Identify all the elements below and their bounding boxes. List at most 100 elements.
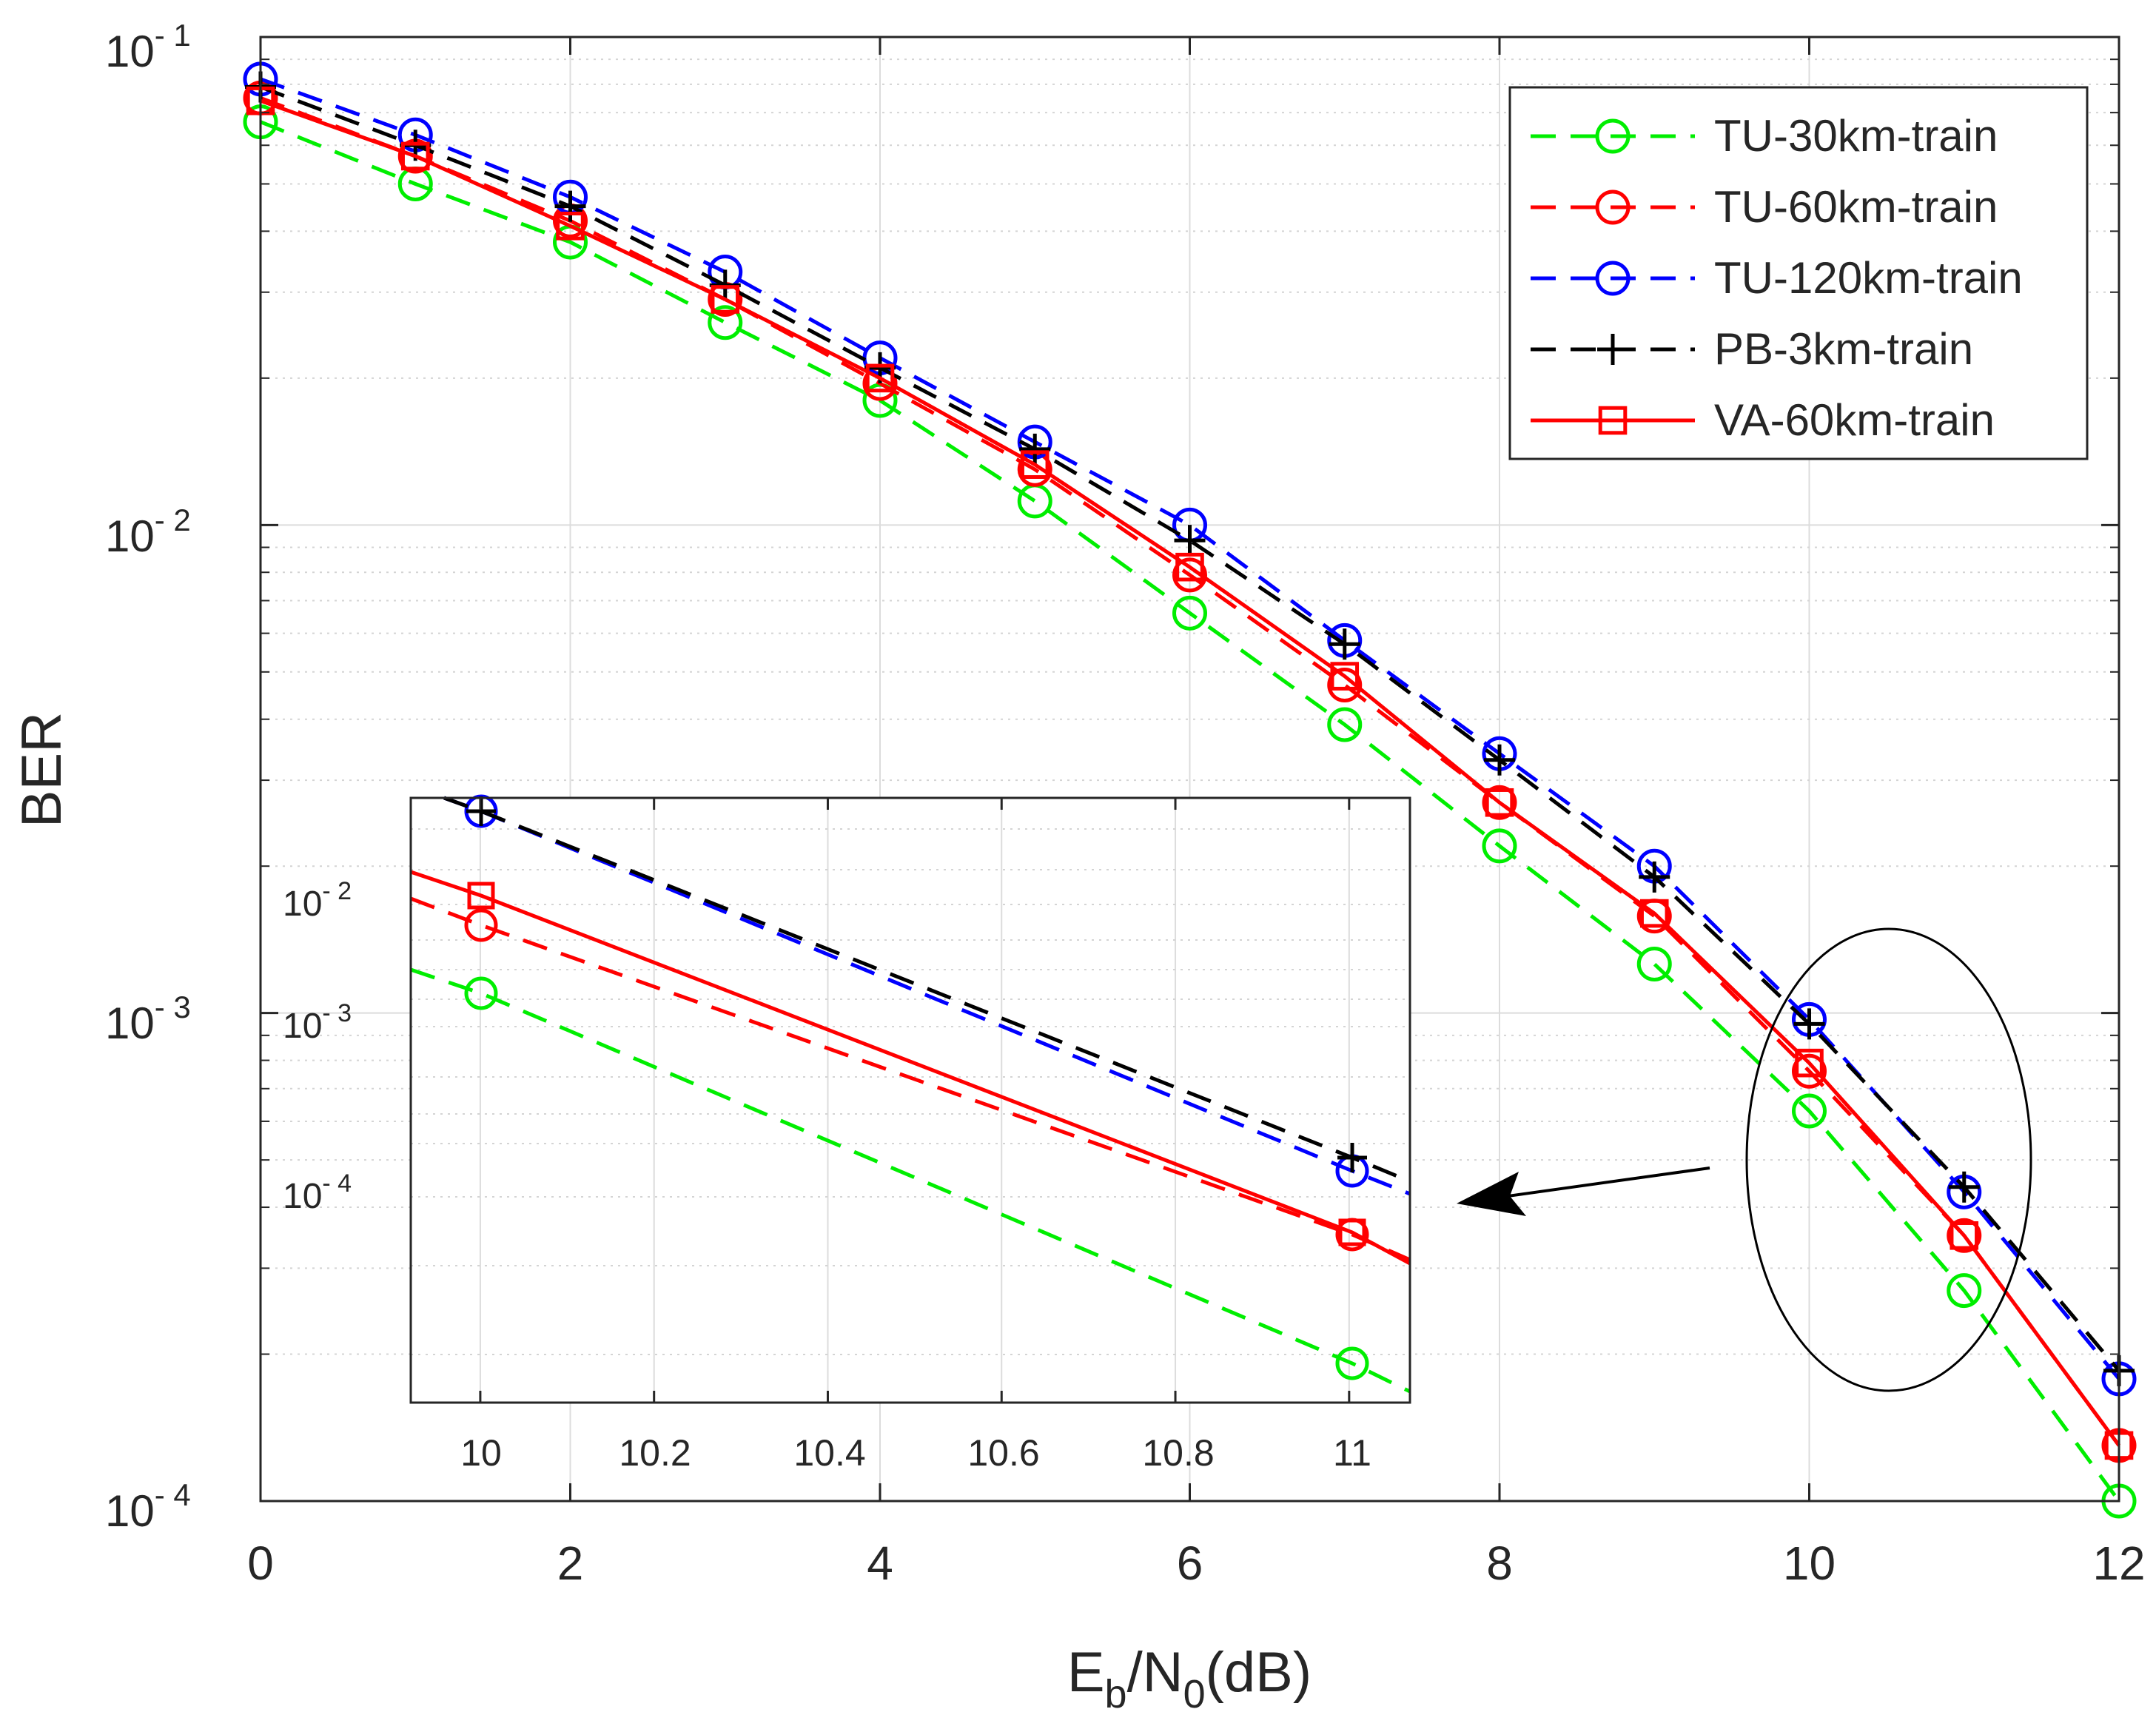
inset-series-line	[410, 896, 1411, 1262]
inset-data-point	[467, 882, 495, 910]
inset-series-tu-30km-train	[410, 967, 1411, 1394]
data-point	[1795, 1048, 1824, 1078]
series-line	[260, 120, 2121, 1503]
data-point	[1172, 557, 1207, 593]
data-point	[1174, 525, 1206, 557]
inset-data-point	[464, 976, 498, 1010]
data-point	[1175, 552, 1204, 582]
inset-x-tick-label: 10.2	[619, 1432, 691, 1474]
inset-x-tick-labels: 10 10.2 10.4 10.6 10.8 11	[460, 1432, 1371, 1474]
legend-marker	[1597, 334, 1628, 365]
data-point	[1793, 1008, 1825, 1040]
data-point	[1485, 788, 1514, 817]
legend-sample-tu-30km-train	[1531, 118, 1695, 154]
inset-series	[410, 794, 1411, 1394]
inset-data-point	[1335, 1346, 1369, 1380]
legend-samples	[1531, 118, 1695, 435]
y-tick-labels: 10- 1 10- 2 10- 3 10- 4	[105, 18, 191, 1536]
data-point	[1482, 785, 1517, 820]
data-point	[1482, 828, 1517, 864]
x-axis-label: Eb/N0(dB)	[1067, 1641, 1312, 1712]
legend-marker	[1595, 189, 1631, 225]
legend-marker	[1598, 406, 1628, 435]
data-point	[400, 141, 430, 171]
y-tick-label: 10- 1	[105, 18, 191, 76]
legend-labels: TU-30km-train TU-60km-train TU-120km-tra…	[1714, 111, 2023, 445]
y-tick-label: 10- 2	[105, 503, 191, 561]
data-point	[1484, 744, 1515, 776]
data-point	[1639, 861, 1670, 893]
inset-grid	[411, 798, 1410, 1403]
legend: TU-30km-train TU-60km-train TU-120km-tra…	[1508, 86, 2089, 460]
inset-box	[409, 796, 1411, 1404]
data-point	[708, 305, 743, 340]
x-tick-label: 6	[1177, 1537, 1203, 1590]
data-point	[1020, 450, 1050, 479]
data-point	[1792, 1093, 1827, 1129]
data-point	[1792, 1053, 1827, 1089]
inset-data-point	[464, 908, 498, 942]
x-tick-label: 0	[247, 1537, 274, 1590]
data-point	[1948, 1171, 1980, 1203]
inset-y-tick-label: 10- 2	[283, 877, 352, 924]
inset-y-tick-labels: 10- 2 10- 3 10- 4	[283, 877, 352, 1216]
series-va-60km-train	[246, 86, 2134, 1460]
x-tick-labels: 0 2 4 6 8 10 12	[247, 1537, 2145, 1590]
inset-y-tick-label: 10- 3	[283, 999, 352, 1046]
legend-label: TU-30km-train	[1714, 111, 1998, 161]
series-line	[260, 98, 2121, 1447]
x-tick-label: 12	[2092, 1537, 2145, 1590]
series-tu-30km-train	[243, 104, 2137, 1519]
data-point	[1636, 946, 1672, 981]
inset-series-pb-3km-train	[443, 796, 1411, 1184]
legend-sample-pb-3km-train	[1531, 334, 1695, 365]
data-point	[556, 212, 585, 241]
inset-series-line	[410, 967, 1411, 1394]
legend-marker	[1595, 261, 1631, 296]
inset-x-tick-label: 10.8	[1142, 1432, 1214, 1474]
legend-sample-tu-120km-train	[1531, 261, 1695, 296]
x-tick-label: 2	[557, 1537, 584, 1590]
data-point	[1639, 899, 1669, 928]
legend-label: TU-60km-train	[1714, 182, 1998, 232]
x-tick-label: 4	[867, 1537, 893, 1590]
data-point	[865, 363, 895, 393]
inset-data-point	[1335, 1218, 1369, 1252]
inset-axes: 10- 2 10- 3 10- 4 10 10.2 10.4 10.6 10.8…	[283, 794, 1411, 1474]
data-point	[1327, 668, 1363, 703]
inset-x-tick-label: 11	[1333, 1432, 1371, 1474]
inset-data-point	[1337, 1143, 1367, 1172]
inset-ticks	[479, 798, 1351, 1403]
legend-label: VA-60km-train	[1714, 395, 1995, 445]
data-point	[1327, 707, 1363, 742]
data-point	[554, 190, 586, 222]
legend-sample-va-60km-train	[1531, 406, 1695, 435]
inset-x-tick-label: 10	[460, 1432, 502, 1474]
main-ticks	[259, 36, 2120, 1503]
zoom-arrow-head	[1457, 1172, 1526, 1216]
zoom-arrow-shaft	[1502, 1166, 1710, 1198]
legend-sample-tu-60km-train	[1531, 189, 1695, 225]
legend-marker	[1595, 118, 1631, 154]
data-point	[1950, 1221, 1979, 1250]
data-point	[1330, 662, 1360, 691]
data-point	[1172, 595, 1207, 631]
y-axis-label: BER	[10, 712, 73, 828]
legend-label: TU-120km-train	[1714, 253, 2023, 303]
data-point	[1329, 628, 1360, 660]
legend-label: PB-3km-train	[1714, 324, 1973, 374]
inset-series-line	[410, 870, 1411, 1266]
zoom-ellipse	[1745, 927, 2032, 1392]
inset-x-tick-label: 10.6	[967, 1432, 1039, 1474]
data-point	[1947, 1273, 1982, 1309]
inset-plot-area	[411, 798, 1410, 1403]
y-tick-label: 10- 4	[105, 1477, 191, 1536]
data-point	[1947, 1218, 1982, 1253]
inset-series-line	[443, 796, 1411, 1184]
data-point	[711, 285, 740, 314]
inset-y-tick-label: 10- 4	[283, 1169, 352, 1216]
data-point	[1019, 433, 1051, 465]
y-tick-label: 10- 3	[105, 990, 191, 1048]
inset-series-tu-60km-train	[410, 896, 1411, 1262]
